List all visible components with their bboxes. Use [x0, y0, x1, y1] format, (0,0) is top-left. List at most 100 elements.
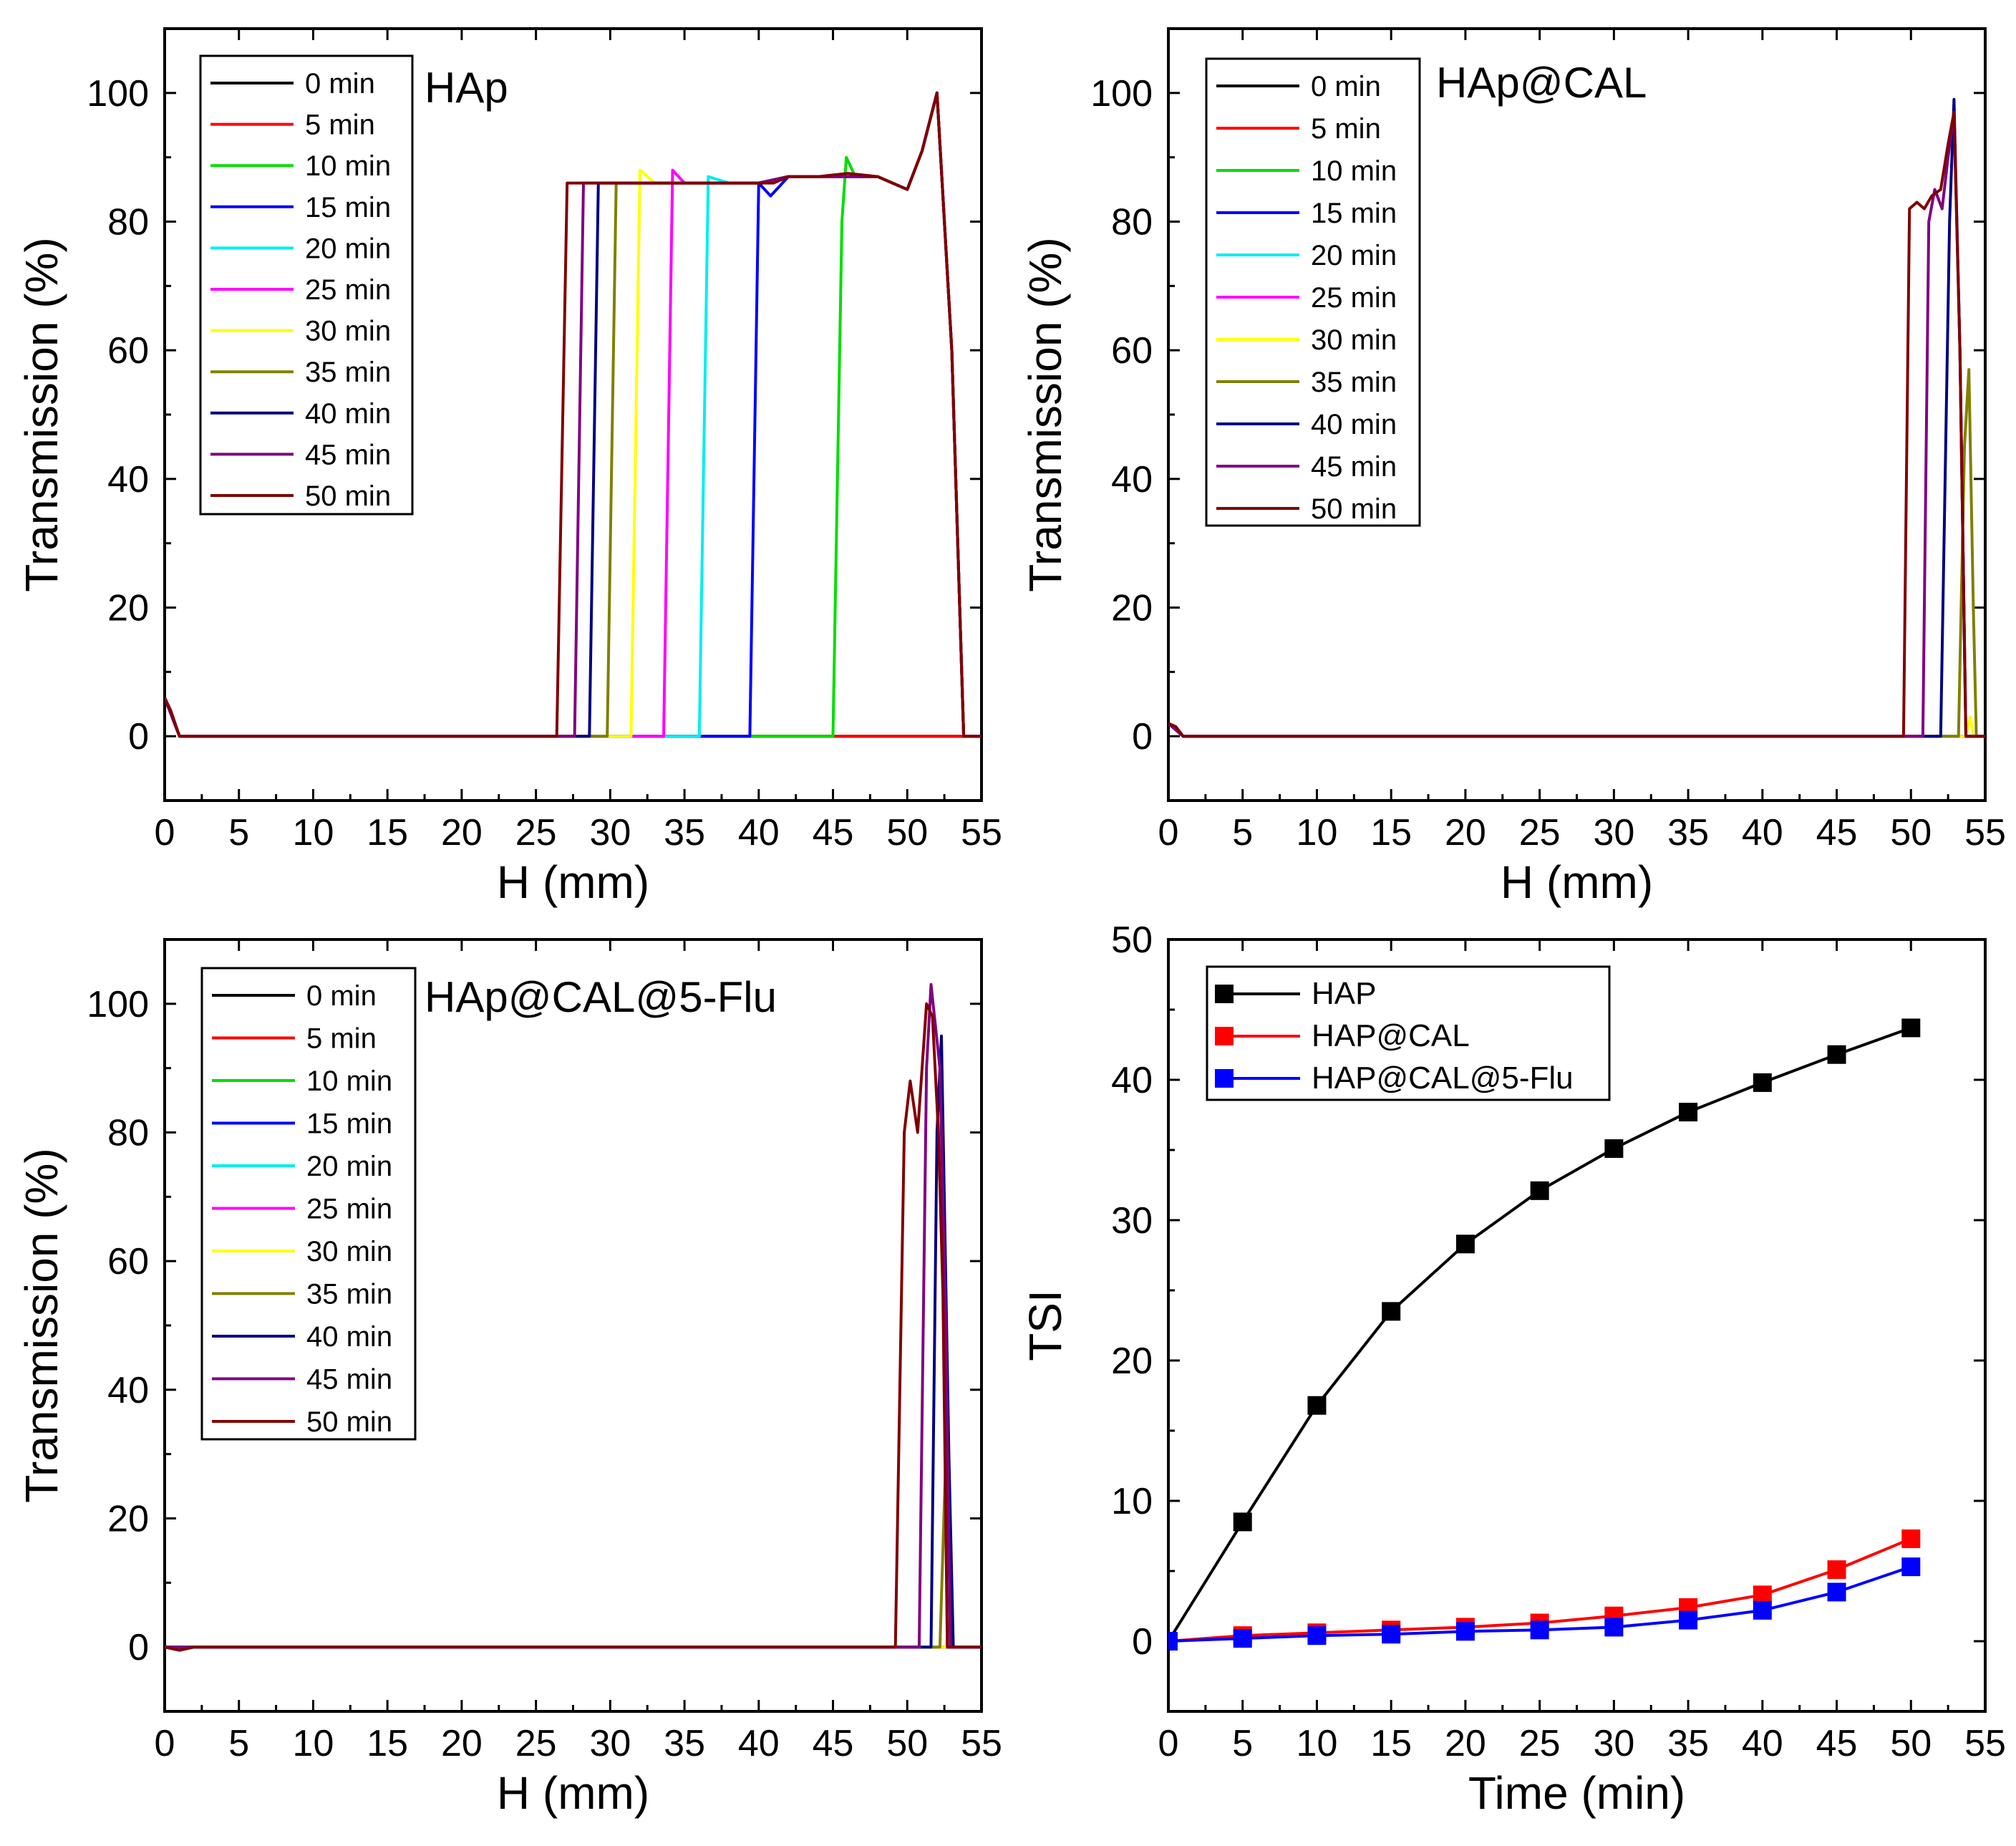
y-axis-title: Transmission (%)	[1019, 237, 1071, 591]
legend-label: 10 min	[1311, 155, 1397, 187]
legend-marker	[1215, 985, 1234, 1003]
data-point	[1604, 1139, 1624, 1159]
x-tick-label: 10	[1297, 1723, 1338, 1764]
x-tick-label: 45	[1816, 1723, 1858, 1764]
data-point	[1168, 1632, 1178, 1651]
y-tick-label: 60	[107, 330, 149, 372]
legend-label: 5 min	[305, 110, 375, 141]
series-line-5-min	[165, 697, 982, 738]
legend-label: 45 min	[305, 439, 391, 470]
legend: 0 min 5 min 10 min 15 min 20 min 25 min 30 min…	[1205, 57, 1421, 527]
x-tick-label: 35	[664, 812, 705, 854]
series-line-50-min	[165, 91, 982, 738]
panel-label: HAp@CAL@5-Flu	[425, 973, 777, 1021]
y-tick-label: 80	[107, 202, 149, 243]
legend-label: 40 min	[1311, 409, 1397, 440]
data-point	[1753, 1073, 1772, 1092]
legend-label: 15 min	[306, 1108, 392, 1140]
x-tick-label: 50	[1890, 1723, 1932, 1764]
x-tick-label: 20	[1445, 1723, 1486, 1764]
legend-label: 20 min	[1311, 240, 1397, 271]
legend-label: 15 min	[305, 192, 391, 223]
x-tick-label: 30	[1593, 812, 1634, 854]
legend: 0 min 5 min 10 min 15 min 20 min 25 min 30 min…	[199, 54, 414, 516]
x-tick-label: 45	[813, 812, 854, 854]
series-layer	[165, 91, 982, 738]
x-tick-label: 20	[441, 1723, 483, 1764]
x-tick-label: 5	[1232, 1723, 1253, 1764]
series-line-50-min	[1168, 110, 1985, 738]
x-tick-label: 15	[1370, 1723, 1412, 1764]
y-tick-label: 50	[1111, 919, 1153, 961]
legend-label: 5 min	[1311, 113, 1381, 145]
legend-label: 35 min	[1311, 367, 1397, 398]
x-tick-label: 35	[664, 1723, 705, 1764]
x-tick-label: 10	[1297, 812, 1338, 854]
x-tick-label: 35	[1667, 812, 1709, 854]
data-point	[1455, 1234, 1475, 1254]
x-tick-label: 30	[589, 1723, 631, 1764]
legend-label: 40 min	[306, 1321, 392, 1353]
series-line-10-min	[1168, 722, 1985, 738]
x-axis-title: Time (min)	[1468, 1767, 1685, 1819]
y-tick-label: 20	[1111, 1340, 1153, 1382]
y-tick-label: 10	[1111, 1481, 1153, 1522]
legend: HAP HAP@CAL HAP@CAL@5-Flu	[1206, 965, 1611, 1101]
y-axis-title: Transmission (%)	[16, 1148, 67, 1502]
data-point	[1307, 1396, 1327, 1415]
series-line-50-min	[165, 1002, 982, 1652]
legend-label: 45 min	[306, 1364, 392, 1396]
chart-panel-top-right: 0 5 10 15 20 25 30 35 40 45 50 55 0 20 40 60 80 100 H (mm)…	[1019, 27, 2006, 908]
x-tick-label: 55	[961, 812, 1002, 854]
series-line-45-min	[165, 982, 982, 1649]
x-tick-label: 25	[1519, 1723, 1561, 1764]
series-layer	[165, 982, 982, 1652]
x-tick-label: 0	[1158, 812, 1179, 854]
legend-label: 50 min	[305, 480, 391, 512]
x-tick-label: 25	[1519, 812, 1561, 854]
legend-label: 50 min	[1311, 493, 1397, 525]
series-line-5-min	[1168, 722, 1985, 738]
data-point	[1604, 1618, 1624, 1637]
y-tick-label: 40	[107, 1370, 149, 1411]
x-tick-label: 20	[1445, 812, 1486, 854]
legend-label: 20 min	[305, 233, 391, 264]
chart-panel-bottom-right: 0 5 10 15 20 25 30 35 40 45 50 55 0 10 20 30 40 50 Time (m…	[1019, 919, 2006, 1819]
series-line-0-min	[1168, 722, 1985, 738]
y-axis-title: TSI	[1019, 1290, 1071, 1361]
series-line-30-min	[165, 1613, 982, 1649]
x-tick-label: 30	[1593, 1723, 1634, 1764]
legend-label: HAP	[1312, 976, 1376, 1011]
y-axis-title: Transmission (%)	[16, 237, 67, 591]
x-tick-label: 15	[1370, 812, 1412, 854]
data-point	[1827, 1045, 1846, 1064]
panel-label: HAp	[425, 64, 508, 112]
data-point	[1307, 1626, 1327, 1646]
data-point	[1382, 1625, 1401, 1644]
x-axis-title: H (mm)	[497, 856, 649, 908]
data-point	[1382, 1302, 1401, 1321]
x-tick-label: 10	[293, 1723, 334, 1764]
x-tick-label: 40	[1742, 812, 1783, 854]
x-tick-label: 50	[1890, 812, 1932, 854]
data-point	[1530, 1181, 1549, 1200]
x-tick-label: 40	[738, 812, 780, 854]
y-tick-label: 20	[1111, 588, 1153, 629]
y-tick-label: 100	[87, 73, 149, 115]
legend-label: 10 min	[305, 150, 391, 182]
legend-label: 25 min	[1311, 282, 1397, 314]
chart-panel-bottom-left: 0 5 10 15 20 25 30 35 40 45 50 55 0 20 40 60 80 100 H (mm)…	[16, 938, 1002, 1819]
data-point	[1455, 1622, 1475, 1641]
legend-label: 15 min	[1311, 198, 1397, 229]
chart-panel-top-left: 0 5 10 15 20 25 30 35 40 45 50 55 0 20 40 60 80 100 H (mm)…	[16, 27, 1002, 908]
x-tick-label: 5	[1232, 812, 1253, 854]
legend-box	[200, 967, 417, 1441]
y-tick-label: 60	[107, 1241, 149, 1282]
data-point	[1827, 1560, 1846, 1580]
x-tick-label: 5	[228, 812, 249, 854]
y-tick-label: 40	[1111, 459, 1153, 501]
legend-marker	[1215, 1069, 1234, 1088]
series-line-35-min	[165, 1452, 982, 1649]
legend-marker	[1215, 1027, 1234, 1045]
legend-label: 0 min	[306, 980, 377, 1012]
